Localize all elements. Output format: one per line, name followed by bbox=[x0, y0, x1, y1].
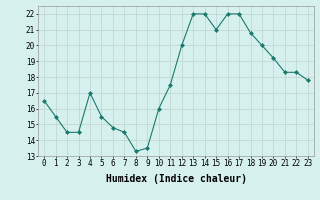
X-axis label: Humidex (Indice chaleur): Humidex (Indice chaleur) bbox=[106, 174, 246, 184]
